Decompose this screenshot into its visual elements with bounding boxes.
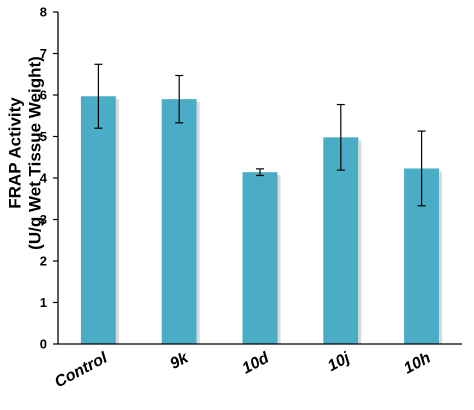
bars [80, 96, 443, 345]
bar [161, 99, 197, 345]
y-axis-label-line-1: FRAP Activity [5, 97, 24, 209]
bar [323, 137, 359, 344]
bar [80, 96, 116, 345]
x-tick-label: 10j [325, 349, 353, 375]
x-tick-label: 10d [240, 349, 273, 378]
y-tick-label: 8 [40, 5, 47, 20]
x-axis-categories: Control 9k 10d 10j 10h [52, 349, 434, 391]
y-tick-label: 7 [40, 46, 47, 61]
x-tick-label: 10h [401, 349, 434, 377]
bar [242, 172, 278, 344]
y-tick-label: 4 [40, 171, 48, 186]
y-axis-label: FRAP Activity (U/g Wet Tissue Weight) [5, 56, 44, 250]
error-bars [94, 63, 426, 207]
y-tick-label: 5 [40, 129, 47, 144]
x-tick-label: 9k [167, 349, 192, 373]
bar-shadow [439, 171, 443, 344]
y-tick-label: 0 [40, 337, 47, 352]
bar-shadow [277, 175, 281, 344]
bar-shadow [115, 99, 119, 345]
y-tick-label: 2 [40, 254, 47, 269]
y-axis-label-line-2: (U/g Wet Tissue Weight) [25, 56, 44, 250]
y-tick-label: 3 [40, 212, 47, 227]
bar-shadow [196, 102, 200, 345]
bar-shadow [358, 140, 362, 344]
x-tick-label: Control [52, 349, 111, 391]
y-axis-ticks: 0 1 2 3 4 5 6 7 8 [40, 5, 58, 352]
y-tick-label: 6 [40, 88, 47, 103]
y-tick-label: 1 [40, 295, 47, 310]
